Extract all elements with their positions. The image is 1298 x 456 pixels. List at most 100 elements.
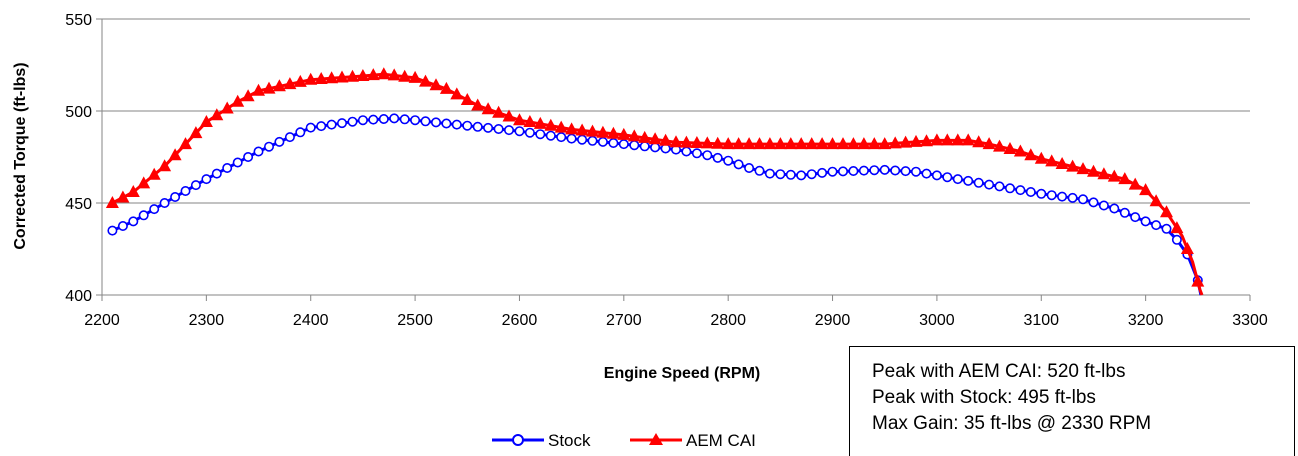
data-point-stock xyxy=(336,118,347,129)
y-tick-label: 500 xyxy=(65,104,92,121)
data-point-aem-cai xyxy=(857,137,871,150)
y-tick-label: 450 xyxy=(65,196,92,213)
data-point-stock xyxy=(963,175,974,186)
data-point-aem-cai xyxy=(1024,148,1038,161)
info-peak-aem: Peak with AEM CAI: 520 ft-lbs xyxy=(872,361,1126,382)
data-point-stock xyxy=(618,139,629,150)
data-point-stock xyxy=(1119,207,1130,218)
data-point-stock xyxy=(347,116,358,127)
data-point-aem-cai xyxy=(325,71,339,84)
y-tick-label: 550 xyxy=(65,12,92,29)
data-point-stock xyxy=(994,181,1005,192)
data-point-aem-cai xyxy=(669,135,683,148)
data-point-aem-cai xyxy=(930,133,944,146)
data-point-stock xyxy=(1078,194,1089,205)
data-point-stock xyxy=(149,204,160,215)
x-tick-label: 2900 xyxy=(815,312,851,329)
legend-item-stock: Stock xyxy=(492,431,591,450)
data-point-stock xyxy=(1015,185,1026,196)
data-point-aem-cai xyxy=(815,137,829,150)
data-point-aem-cai xyxy=(481,102,495,115)
series-layer xyxy=(105,67,1205,296)
data-point-aem-cai xyxy=(179,137,192,150)
data-point-aem-cai xyxy=(398,69,412,82)
data-point-aem-cai xyxy=(711,136,725,149)
data-point-stock xyxy=(858,165,869,176)
data-point-stock xyxy=(274,136,285,147)
data-point-stock xyxy=(681,146,692,157)
data-point-aem-cai xyxy=(648,132,662,145)
data-point-aem-cai xyxy=(1003,142,1017,154)
data-point-aem-cai xyxy=(721,137,735,150)
gridlines xyxy=(102,18,1250,204)
data-point-aem-cai xyxy=(1045,154,1059,167)
y-axis-title: Corrected Torque (ft-lbs) xyxy=(12,62,29,249)
data-point-aem-cai xyxy=(899,135,913,148)
data-point-stock xyxy=(817,167,828,178)
data-point-stock xyxy=(399,114,410,125)
x-axis-title: Engine Speed (RPM) xyxy=(604,365,760,382)
data-point-aem-cai xyxy=(951,133,965,146)
data-point-stock xyxy=(733,159,744,170)
data-point-stock xyxy=(691,148,702,159)
data-point-aem-cai xyxy=(867,137,881,150)
data-point-stock xyxy=(848,166,859,177)
data-point-stock xyxy=(1151,220,1162,231)
data-point-aem-cai xyxy=(1097,167,1111,180)
data-point-stock xyxy=(159,198,170,209)
data-point-aem-cai xyxy=(700,136,714,149)
data-point-aem-cai xyxy=(335,70,349,83)
data-point-aem-cai xyxy=(189,126,203,139)
data-point-aem-cai xyxy=(419,74,432,87)
data-point-stock xyxy=(1161,223,1172,234)
data-point-aem-cai xyxy=(199,115,213,127)
data-point-stock xyxy=(243,152,254,163)
data-point-stock xyxy=(1004,183,1015,194)
data-point-stock xyxy=(211,168,222,179)
data-point-aem-cai xyxy=(1180,242,1194,254)
data-point-stock xyxy=(931,170,942,181)
data-point-aem-cai xyxy=(961,133,975,146)
data-point-aem-cai xyxy=(763,137,777,150)
peak-info-box: Peak with AEM CAI: 520 ft-lbs Peak with … xyxy=(849,346,1295,456)
x-tick-label: 3000 xyxy=(919,312,955,329)
data-point-aem-cai xyxy=(638,130,652,143)
data-point-aem-cai xyxy=(439,81,453,94)
data-point-aem-cai xyxy=(450,87,464,100)
data-point-aem-cai xyxy=(1149,194,1163,207)
x-tick-label: 2400 xyxy=(293,312,329,329)
data-point-stock xyxy=(170,192,181,203)
data-point-stock xyxy=(295,127,306,138)
data-point-stock xyxy=(472,121,483,132)
data-point-stock xyxy=(973,177,984,188)
data-point-aem-cai xyxy=(1118,172,1132,185)
data-point-stock xyxy=(1109,203,1120,214)
data-point-stock xyxy=(503,125,514,136)
data-point-stock xyxy=(744,163,755,174)
data-point-aem-cai xyxy=(272,79,286,92)
data-point-stock xyxy=(608,138,619,149)
data-point-aem-cai xyxy=(1170,221,1184,234)
data-point-stock xyxy=(107,225,118,236)
data-point-aem-cai xyxy=(732,137,746,150)
data-point-aem-cai xyxy=(606,126,620,139)
data-point-aem-cai xyxy=(554,120,568,133)
data-point-stock xyxy=(921,168,932,179)
data-point-stock xyxy=(952,174,963,185)
data-point-aem-cai xyxy=(408,70,422,83)
data-point-stock xyxy=(514,126,525,137)
data-point-stock xyxy=(577,134,588,145)
data-point-aem-cai xyxy=(262,81,276,94)
data-point-stock xyxy=(900,166,911,177)
data-point-stock xyxy=(180,186,191,197)
data-point-stock xyxy=(316,121,327,132)
legend-label-stock: Stock xyxy=(548,431,591,450)
data-point-stock xyxy=(869,165,880,176)
data-point-aem-cai xyxy=(366,68,380,81)
data-point-aem-cai xyxy=(1066,159,1080,172)
data-point-aem-cai xyxy=(231,94,245,107)
info-max-gain: Max Gain: 35 ft-lbs @ 2330 RPM xyxy=(872,413,1152,434)
data-point-aem-cai xyxy=(304,72,318,85)
data-point-stock xyxy=(827,166,838,177)
